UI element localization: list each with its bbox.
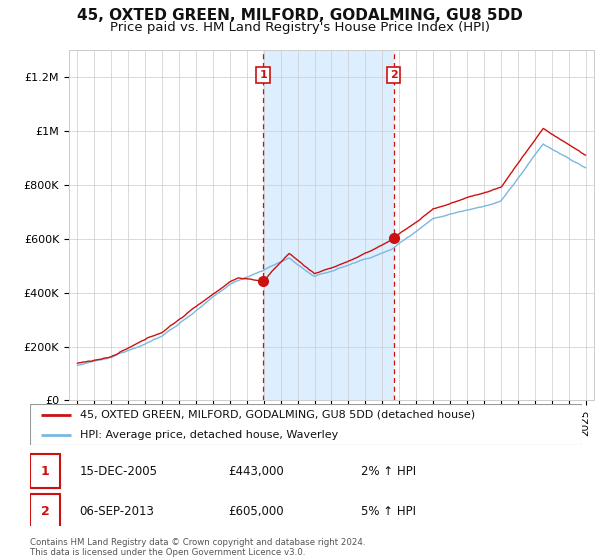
Text: 1: 1: [41, 465, 50, 478]
Text: Price paid vs. HM Land Registry's House Price Index (HPI): Price paid vs. HM Land Registry's House …: [110, 21, 490, 34]
Text: 5% ↑ HPI: 5% ↑ HPI: [361, 505, 416, 518]
Text: 2% ↑ HPI: 2% ↑ HPI: [361, 465, 416, 478]
Text: 1: 1: [259, 70, 267, 80]
Text: £443,000: £443,000: [229, 465, 284, 478]
Text: £605,000: £605,000: [229, 505, 284, 518]
Text: 45, OXTED GREEN, MILFORD, GODALMING, GU8 5DD (detached house): 45, OXTED GREEN, MILFORD, GODALMING, GU8…: [80, 410, 475, 420]
Text: Contains HM Land Registry data © Crown copyright and database right 2024.
This d: Contains HM Land Registry data © Crown c…: [30, 538, 365, 557]
Text: 15-DEC-2005: 15-DEC-2005: [80, 465, 158, 478]
FancyBboxPatch shape: [30, 404, 582, 445]
Text: 2: 2: [41, 505, 50, 518]
Text: HPI: Average price, detached house, Waverley: HPI: Average price, detached house, Wave…: [80, 430, 338, 440]
FancyBboxPatch shape: [30, 494, 61, 528]
Text: 06-SEP-2013: 06-SEP-2013: [80, 505, 155, 518]
FancyBboxPatch shape: [30, 454, 61, 488]
Text: 45, OXTED GREEN, MILFORD, GODALMING, GU8 5DD: 45, OXTED GREEN, MILFORD, GODALMING, GU8…: [77, 8, 523, 24]
Text: 2: 2: [390, 70, 398, 80]
Bar: [263, 50, 394, 400]
